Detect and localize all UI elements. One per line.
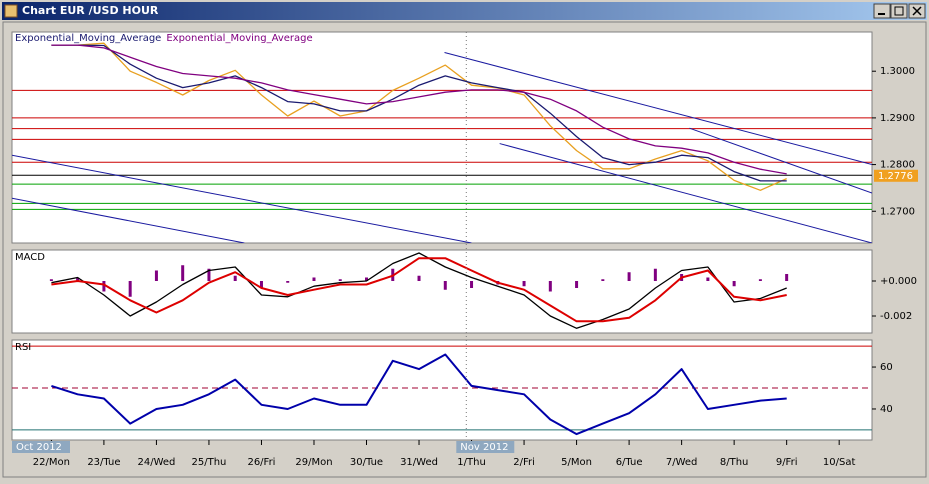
panel-plot (12, 42, 872, 243)
x-tick-label: 8/Thu (720, 457, 749, 468)
x-tick-label: 26/Fri (247, 457, 275, 468)
histogram-bar (758, 279, 762, 281)
histogram-bar (601, 279, 605, 281)
histogram-bar (338, 279, 342, 281)
histogram-bar (417, 275, 421, 281)
x-tick-label: 9/Fri (776, 457, 798, 468)
histogram-bar (76, 277, 80, 281)
title-bar (2, 2, 927, 20)
trend-line (12, 154, 472, 243)
histogram-bar (653, 268, 657, 281)
period-box (12, 441, 70, 453)
minimize-button[interactable] (873, 3, 891, 19)
histogram-bar (102, 280, 106, 292)
histogram-bar (470, 280, 474, 288)
window-icon (4, 4, 18, 18)
histogram-bar (365, 277, 369, 281)
close-icon (912, 6, 922, 16)
window-controls (873, 3, 926, 19)
histogram-bar (49, 279, 53, 281)
histogram-bar (627, 272, 631, 281)
maximize-button[interactable] (890, 3, 908, 19)
x-tick-label: 6/Tue (616, 457, 643, 468)
y-tick-label: 1.2900 (880, 113, 915, 124)
last-value-label: 1.2776 (878, 171, 913, 182)
trend-line (689, 127, 872, 194)
last-value-box (874, 169, 918, 182)
y-tick-label: 1.3000 (880, 66, 915, 77)
y-tick-label: 1.2700 (880, 206, 915, 217)
histogram-bar (259, 280, 263, 288)
x-tick-label: 7/Wed (666, 457, 698, 468)
histogram-bar (128, 280, 132, 297)
x-tick-label: 25/Thu (192, 457, 227, 468)
histogram-bar (154, 270, 158, 281)
trend-line (12, 197, 245, 243)
histogram-bar (207, 268, 211, 281)
series-line (51, 353, 787, 436)
series-line (51, 252, 787, 329)
histogram-bar (522, 280, 526, 287)
maximize-icon (894, 6, 904, 16)
period-label: Nov 2012 (460, 442, 508, 453)
histogram-bar (548, 280, 552, 292)
trend-line (444, 52, 872, 166)
series-line (51, 44, 787, 182)
y-tick-label: 1.2800 (880, 160, 915, 171)
histogram-bar (286, 280, 290, 283)
x-tick-label: 1/Thu (457, 457, 486, 468)
x-tick-label: 2/Fri (513, 457, 535, 468)
trend-line (499, 143, 872, 243)
x-tick-label: 29/Mon (295, 457, 332, 468)
legend-entry: Exponential_Moving_Average (166, 33, 312, 44)
x-tick-label: 31/Wed (400, 457, 438, 468)
histogram-bar (443, 280, 447, 290)
panel-background (11, 249, 873, 334)
y-tick-label: 60 (880, 362, 893, 373)
histogram-bar (785, 273, 789, 281)
y-tick-label: +0.000 (880, 276, 917, 287)
y-tick-label: -0.002 (880, 311, 912, 322)
panel-background (11, 31, 873, 244)
legend-entry: Exponential_Moving_Average (15, 33, 161, 44)
x-tick-label: 22/Mon (33, 457, 70, 468)
panel-plot (12, 345, 872, 436)
series-line (51, 257, 787, 323)
histogram-bar (312, 277, 316, 281)
panel-plot (49, 252, 789, 329)
x-tick-label: 10/Sat (823, 457, 856, 468)
period-box (456, 441, 515, 453)
period-label: Oct 2012 (16, 442, 62, 453)
panel-background (11, 339, 873, 441)
plots: 1.2700 1.2800 1.2900 1.3000 Exponential_Movi… (11, 31, 918, 468)
histogram-bar (706, 277, 710, 281)
histogram-bar (575, 280, 579, 288)
histogram-bar (732, 280, 736, 287)
series-line (51, 42, 787, 191)
series-line (51, 44, 787, 175)
histogram-bar (233, 275, 237, 281)
x-tick-label: 24/Wed (137, 457, 175, 468)
histogram-bar (181, 265, 185, 281)
window-title: Chart EUR /USD HOUR (22, 4, 159, 17)
x-tick-label: 23/Tue (87, 457, 120, 468)
x-tick-label: 30/Tue (350, 457, 383, 468)
panel-title: RSI (15, 342, 31, 353)
y-tick-label: 40 (880, 404, 893, 415)
x-tick-label: 5/Mon (561, 457, 592, 468)
panel-title: MACD (15, 252, 45, 263)
